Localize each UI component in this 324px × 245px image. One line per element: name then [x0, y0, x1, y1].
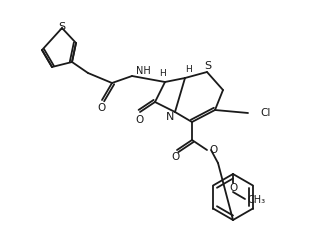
Text: S: S: [58, 22, 65, 32]
Text: N: N: [166, 112, 174, 122]
Text: H: H: [186, 65, 192, 74]
Text: O: O: [209, 145, 217, 155]
Text: O: O: [135, 115, 143, 125]
Text: H: H: [159, 70, 165, 78]
Text: CH₃: CH₃: [248, 195, 266, 205]
Text: S: S: [204, 61, 212, 71]
Text: NH: NH: [136, 66, 151, 76]
Text: Cl: Cl: [260, 108, 270, 118]
Text: O: O: [172, 152, 180, 162]
Text: O: O: [97, 103, 105, 113]
Text: O: O: [229, 183, 237, 193]
